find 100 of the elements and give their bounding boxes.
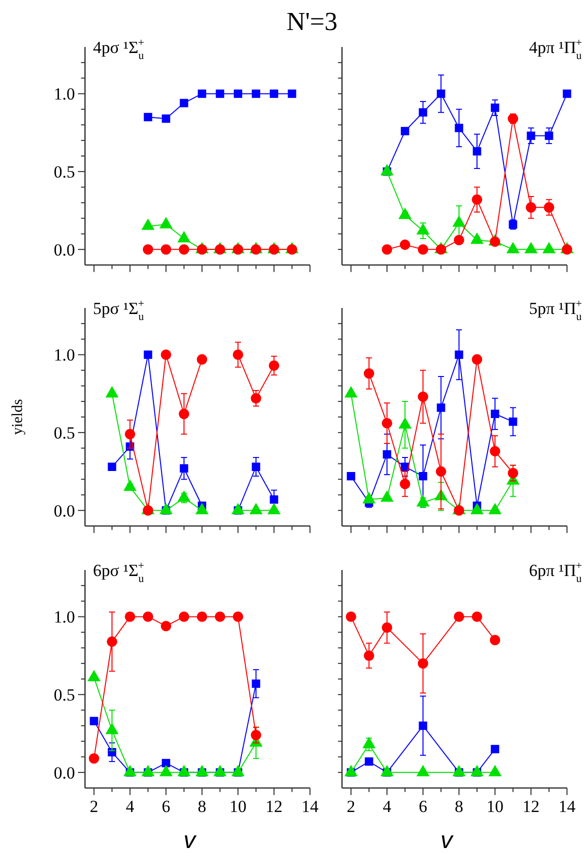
point (270, 90, 278, 98)
point (160, 244, 172, 255)
point (142, 244, 154, 255)
point (508, 417, 518, 426)
point (214, 244, 226, 255)
point (180, 464, 188, 473)
point (452, 764, 466, 776)
point (346, 612, 356, 622)
point (488, 764, 502, 776)
x-tick-label: 14 (302, 797, 319, 816)
y-tick-label: 0.0 (54, 240, 75, 260)
x-tick-label: 8 (454, 797, 464, 816)
point (142, 505, 154, 516)
point (364, 368, 374, 379)
y-tick-label: 0.0 (54, 501, 75, 520)
x-axis-title: v (184, 827, 198, 853)
point (436, 90, 446, 98)
x-tick-label: 6 (162, 797, 170, 816)
point (362, 736, 376, 748)
point (160, 350, 172, 360)
point (178, 612, 190, 622)
x-axis-title: v (440, 827, 454, 853)
point (106, 636, 118, 647)
x-tick-label: 6 (418, 797, 428, 816)
point (162, 758, 170, 768)
x-tick-label: 4 (126, 797, 135, 816)
point (178, 408, 190, 420)
point (234, 90, 242, 98)
point (364, 757, 374, 766)
point (472, 194, 482, 205)
point (252, 90, 260, 98)
x-tick-label: 14 (558, 797, 576, 816)
point (418, 472, 428, 480)
point (108, 462, 116, 472)
y-tick-label: 0.5 (54, 162, 75, 182)
point (472, 612, 482, 622)
point (124, 612, 136, 622)
y-tick-label: 1.0 (54, 608, 75, 627)
point (418, 722, 428, 730)
y-tick-label: 0.5 (54, 424, 75, 443)
point (250, 730, 262, 740)
point (526, 202, 536, 213)
point (544, 202, 554, 213)
point (382, 244, 392, 255)
point (288, 90, 296, 98)
point (400, 126, 410, 136)
point (144, 350, 152, 359)
point (436, 244, 446, 255)
point (454, 505, 464, 516)
point (562, 244, 572, 255)
point (380, 764, 394, 776)
point (162, 114, 170, 123)
point (490, 634, 500, 646)
y-tick-label: 0.5 (54, 686, 75, 705)
point (214, 612, 226, 622)
point (490, 104, 500, 112)
point (418, 658, 428, 669)
point (472, 147, 482, 156)
point (418, 244, 428, 255)
point (508, 468, 518, 478)
point (490, 446, 500, 456)
point (472, 354, 482, 365)
point (418, 108, 428, 117)
point (160, 620, 172, 632)
y-tick-label: 1.0 (54, 84, 75, 104)
point (544, 132, 554, 140)
point (344, 764, 358, 776)
point (526, 132, 536, 140)
x-tick-label: 12 (522, 797, 540, 816)
point (400, 478, 410, 490)
point (490, 744, 500, 754)
point (286, 244, 298, 255)
x-tick-label: 12 (266, 797, 282, 816)
point (454, 350, 464, 359)
point (400, 240, 410, 250)
point (454, 234, 464, 246)
y-axis-title: yields (10, 398, 26, 435)
point (252, 462, 260, 472)
point (382, 418, 392, 428)
point (178, 244, 190, 255)
point (382, 622, 392, 633)
point (124, 428, 136, 440)
text: N'=3 (286, 7, 338, 36)
point (346, 472, 356, 480)
point (436, 466, 446, 477)
point (562, 90, 572, 98)
point (364, 650, 374, 661)
x-tick-label: 10 (230, 797, 246, 816)
x-tick-label: 2 (90, 797, 98, 816)
x-tick-label: 2 (346, 797, 356, 816)
point (180, 98, 188, 108)
point (196, 612, 208, 622)
point (268, 244, 280, 255)
point (198, 90, 206, 98)
point (436, 403, 446, 412)
point (232, 350, 244, 360)
point (470, 764, 484, 776)
point (416, 764, 430, 776)
point (382, 450, 392, 459)
y-tick-label: 1.0 (54, 346, 75, 365)
